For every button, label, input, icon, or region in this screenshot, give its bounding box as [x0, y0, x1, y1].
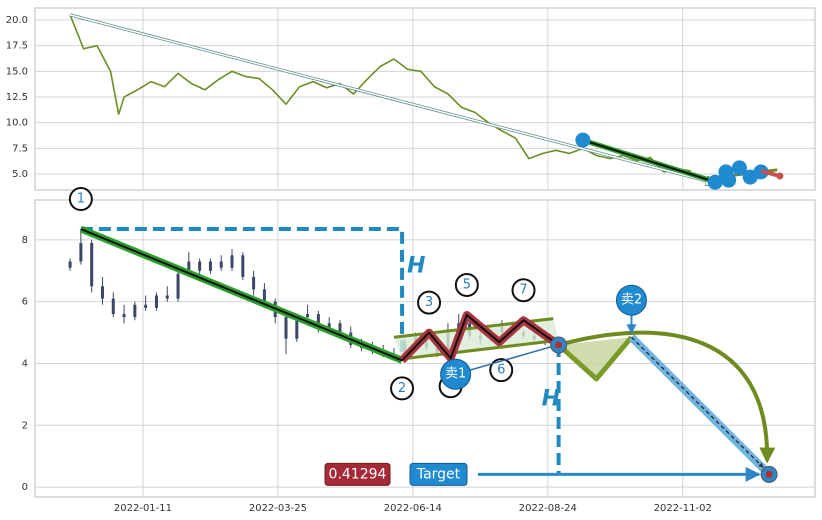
sell-label: 卖1 [445, 367, 466, 382]
point-label-ring [454, 272, 479, 297]
y-tick-label: 7.5 [12, 143, 28, 154]
point-label-ring [511, 278, 536, 303]
target-label: Target [416, 466, 461, 482]
y-tick-label: 4 [22, 358, 28, 369]
projection-fill [558, 337, 632, 379]
candle-body [100, 286, 104, 299]
point-label-ring [68, 187, 93, 212]
y-tick-label: 12.5 [6, 92, 28, 103]
projection-line [556, 335, 634, 382]
point-label: 5 [463, 277, 471, 292]
point-core [555, 341, 563, 349]
channel-lower [401, 338, 559, 361]
sell-badge [615, 284, 647, 316]
x-tick-label: 2022-01-11 [114, 503, 172, 514]
point-label-ring [489, 358, 514, 383]
candle-body [68, 261, 72, 268]
target-box [409, 462, 468, 486]
point-label: 7 [519, 283, 527, 298]
candle-body [144, 304, 148, 308]
height-label: H [407, 254, 425, 279]
x-tick-label: 2022-03-25 [249, 503, 307, 514]
y-tick-label: 0 [22, 482, 28, 493]
segment-inner [582, 139, 711, 182]
x-tick-label: 2022-08-24 [519, 503, 577, 514]
marker-dot [731, 160, 747, 176]
candle-body [90, 242, 94, 287]
point-label-ring [417, 290, 442, 315]
candle-body [230, 255, 234, 268]
marker-dot [575, 132, 591, 148]
curve-arrow [558, 330, 776, 464]
x-tick-label: 2022-06-14 [384, 503, 442, 514]
point-label: 6 [497, 363, 505, 378]
candle-body [219, 261, 223, 268]
candle-body [327, 323, 331, 330]
wave-inner [401, 313, 560, 362]
y-tick-label: 10.0 [6, 118, 28, 129]
marker-dot [707, 174, 723, 190]
candle-body [241, 255, 245, 277]
sell-badge [440, 358, 472, 390]
x-tick-label: 2022-11-02 [654, 503, 712, 514]
candle-body [187, 261, 191, 274]
point-label-ring [390, 376, 415, 401]
value-label: 0.41294 [329, 466, 387, 482]
candle-body [198, 261, 202, 271]
trend-inner [80, 228, 403, 362]
target-leg-inner [631, 336, 764, 468]
y-tick-label: 17.5 [6, 41, 28, 52]
y-tick-label: 6 [22, 297, 28, 308]
point-core [765, 470, 773, 478]
point-label: 3 [425, 295, 433, 310]
candle-body [133, 304, 137, 318]
y-tick-label: 2 [22, 420, 28, 431]
y-tick-label: 20.0 [6, 15, 28, 26]
point-label: 1 [77, 192, 85, 207]
tail-dot [776, 172, 784, 180]
candle-body [79, 242, 83, 262]
point-label: 2 [398, 381, 406, 396]
candle-body [252, 276, 256, 290]
trend-line-inner [69, 14, 715, 183]
height-label: H [542, 387, 560, 412]
candle-body [306, 314, 310, 318]
sell-label: 卖2 [621, 293, 642, 308]
candle-body [122, 314, 126, 318]
candle-body [208, 261, 212, 271]
y-tick-label: 5.0 [12, 169, 28, 180]
candle-body [176, 273, 180, 299]
candle-body [154, 295, 158, 308]
y-tick-label: 15.0 [6, 66, 28, 77]
marker-dot [721, 172, 737, 188]
candle-body [338, 323, 342, 333]
candle-body [262, 289, 266, 302]
candle-body [284, 317, 288, 339]
target-leg [628, 334, 772, 478]
candle-body [316, 314, 320, 330]
sell-link [455, 346, 551, 375]
candle-body [165, 295, 169, 299]
value-box [324, 462, 391, 486]
candle-body [295, 317, 299, 339]
candle-body [111, 298, 115, 315]
y-tick-label: 8 [22, 235, 28, 246]
